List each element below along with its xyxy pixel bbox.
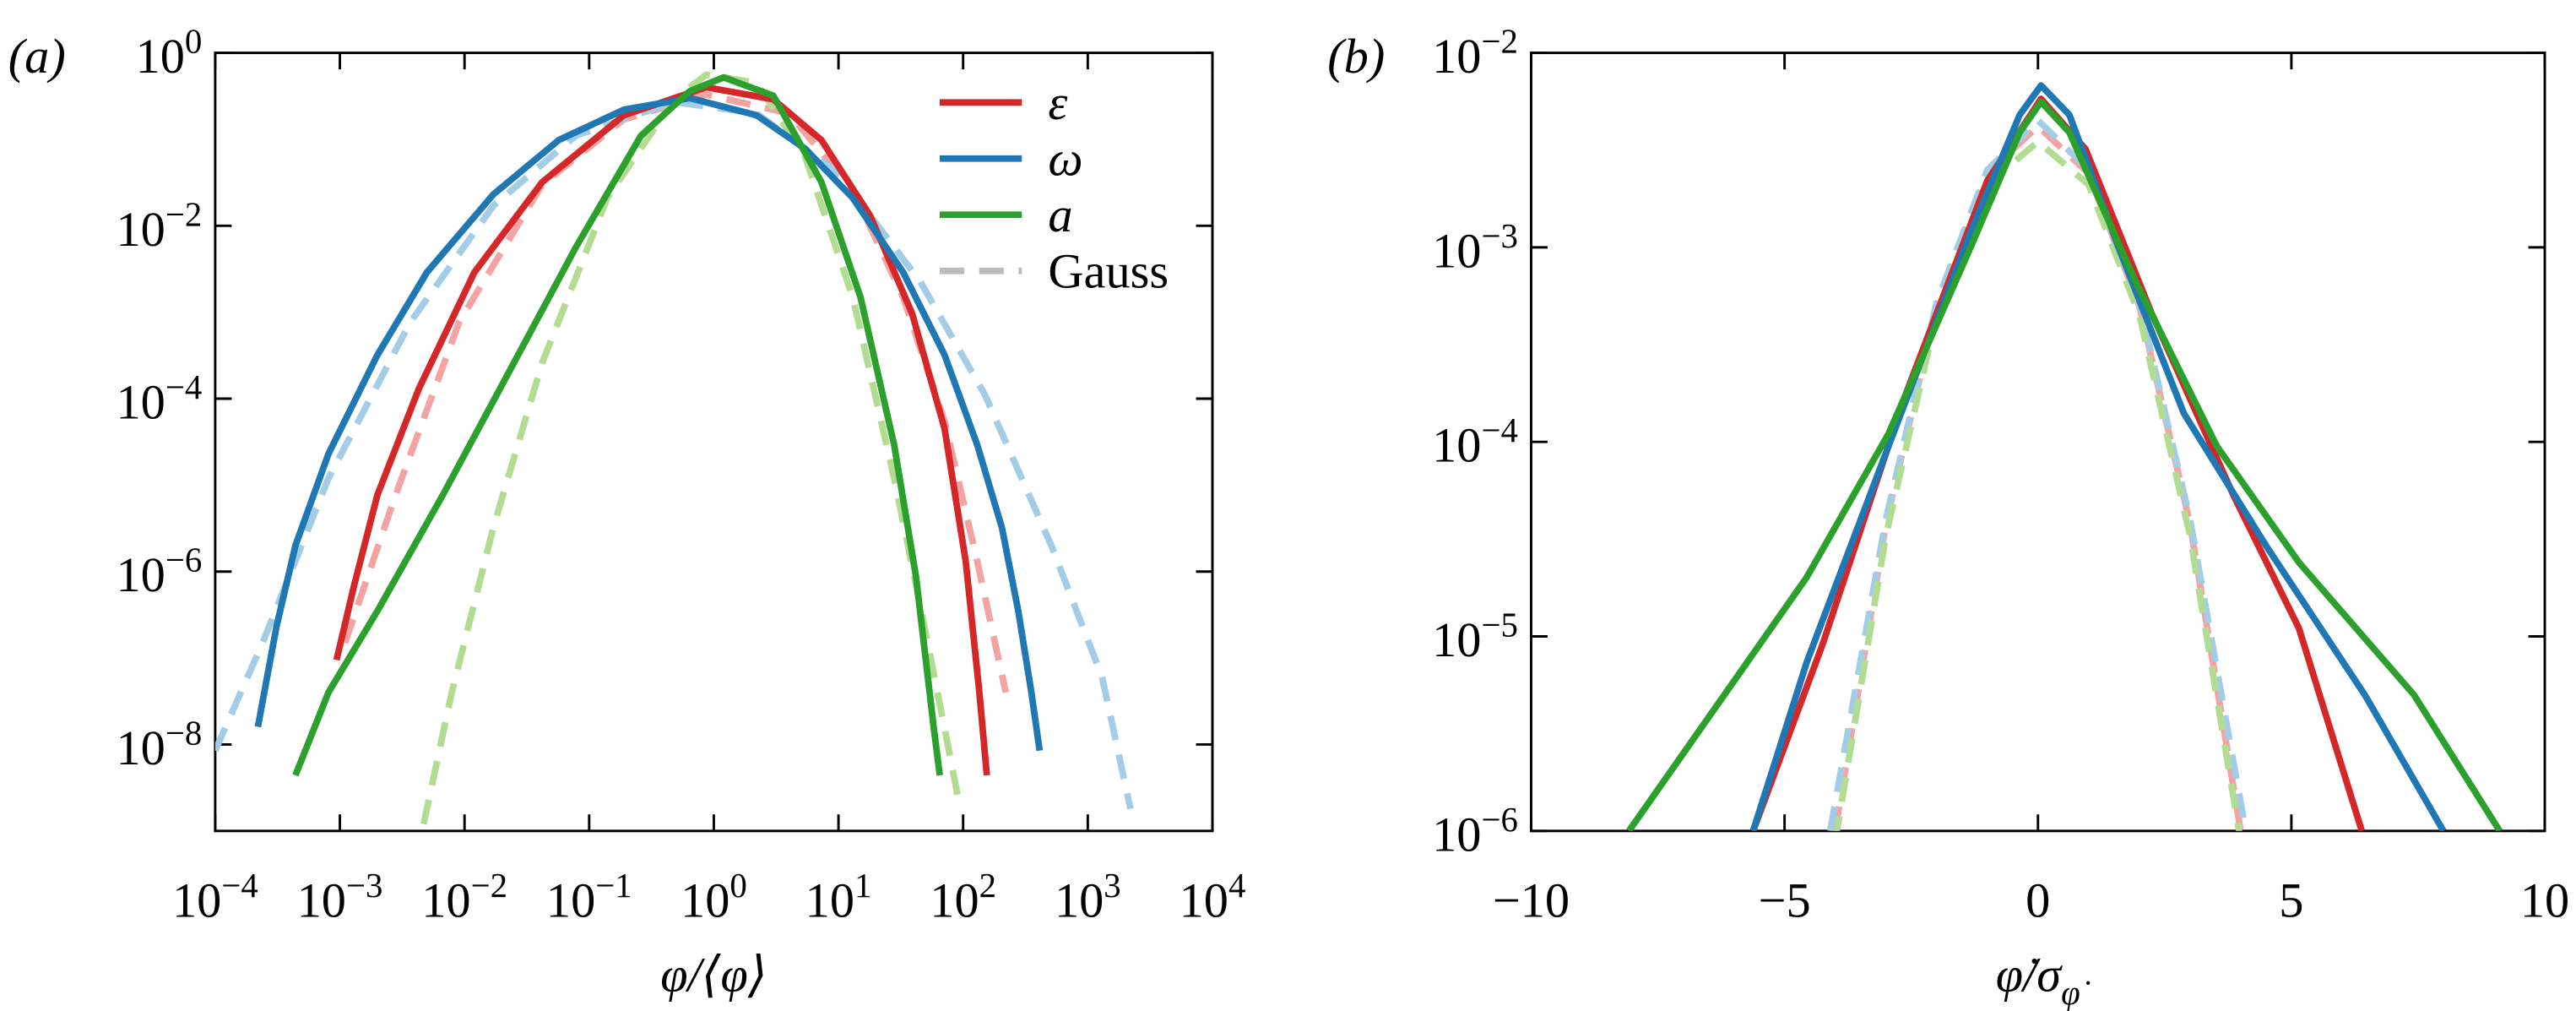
x-tick-label: 10−2 xyxy=(421,866,507,928)
x-tick-label: 100 xyxy=(681,866,747,928)
y-tick-label: 10−4 xyxy=(117,367,203,430)
gauss-fit-line xyxy=(341,90,1010,693)
x-tick-label: −5 xyxy=(1759,872,1811,927)
gauss-fit-line xyxy=(1826,117,2249,831)
x-tick-label: 5 xyxy=(2279,872,2303,927)
gauss-fit-line xyxy=(214,98,1134,810)
x-tick-label: 0 xyxy=(2026,872,2050,927)
panel: −10 −5 0 5 10 10−2 10−3 10−4 10−5 10−6 φ̇/σφ̇ (b) xyxy=(1327,21,2569,1011)
x-tick-label: 104 xyxy=(1180,866,1246,928)
x-tick-label: 10−4 xyxy=(172,866,258,928)
panel-label: (a) xyxy=(8,29,66,84)
x-axis-label: φ̇/σφ̇ xyxy=(1996,947,2091,1011)
legend-label: Gauss xyxy=(1048,243,1169,298)
data-line xyxy=(333,84,990,776)
x-axis-label: φ/⟨φ⟩ xyxy=(660,947,767,1002)
data-line xyxy=(1626,98,2503,831)
data-line xyxy=(254,95,1044,752)
x-tick-label: 103 xyxy=(1055,866,1121,928)
x-tick-label: −10 xyxy=(1493,872,1570,927)
y-tick-label: 10−6 xyxy=(1432,800,1518,862)
y-tick-label: 10−5 xyxy=(1432,605,1518,667)
y-tick-label: 10−8 xyxy=(117,713,203,775)
panel: 10−4 10−3 10−2 10−1 100 101 102 103 104 100 10−2 10… xyxy=(8,21,1246,1002)
plot-frame xyxy=(1530,52,2546,833)
y-tick-label: 10−4 xyxy=(1432,410,1518,473)
x-tick-label: 102 xyxy=(930,866,996,928)
plot-area xyxy=(214,71,1134,825)
data-line xyxy=(1749,82,2447,831)
x-tick-label: 10−1 xyxy=(546,866,632,928)
y-tick-label: 10−2 xyxy=(1432,21,1518,84)
y-tick-label: 10−2 xyxy=(117,194,203,257)
gauss-fit-line xyxy=(1833,138,2242,831)
data-line xyxy=(1749,95,2366,831)
legend-label: a xyxy=(1048,188,1072,242)
y-tick-label: 10−6 xyxy=(117,541,203,603)
legend-label: ω xyxy=(1048,131,1082,186)
x-tick-label: 101 xyxy=(805,866,872,928)
x-tick-label: 10−3 xyxy=(297,866,383,928)
x-tick-label: 10 xyxy=(2520,872,2569,927)
y-tick-label: 10−3 xyxy=(1432,216,1518,279)
y-tick-label: 100 xyxy=(136,21,203,84)
legend-label: ε xyxy=(1048,75,1067,130)
panel-label: (b) xyxy=(1327,29,1385,84)
data-line xyxy=(292,73,943,777)
gauss-fit-line xyxy=(420,71,964,825)
plot-area xyxy=(1626,82,2503,831)
